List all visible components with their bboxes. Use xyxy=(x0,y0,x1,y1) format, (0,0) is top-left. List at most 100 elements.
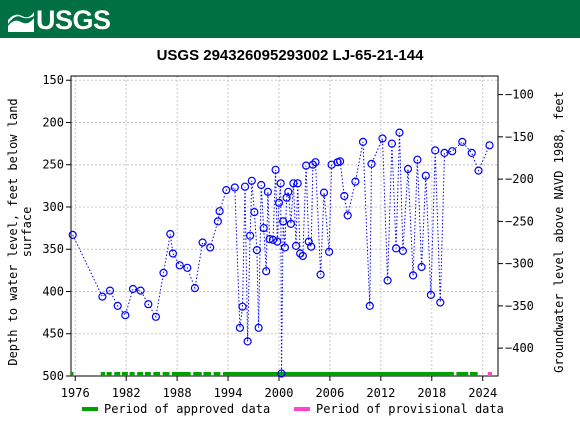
data-point xyxy=(128,284,138,294)
data-point xyxy=(485,141,494,150)
data-point xyxy=(395,128,404,137)
data-point xyxy=(336,157,345,166)
data-point xyxy=(307,242,316,251)
data-point xyxy=(293,179,302,188)
data-point xyxy=(265,235,274,244)
y-right-tick-label: −400 xyxy=(505,341,534,355)
data-point xyxy=(277,369,286,378)
y-left-tick-label: 250 xyxy=(42,158,64,172)
data-point xyxy=(311,158,320,167)
data-point xyxy=(230,183,239,192)
y-right-tick-label: −300 xyxy=(505,257,534,271)
grid xyxy=(71,76,498,377)
y-left-tick-label: 350 xyxy=(42,242,64,256)
data-point xyxy=(398,246,407,255)
usgs-logo-icon xyxy=(8,12,34,32)
legend-approved-label: Period of approved data xyxy=(104,402,270,416)
data-point xyxy=(206,243,215,252)
data-point xyxy=(392,244,401,253)
data-point xyxy=(448,147,457,156)
y-right-tick-label: −350 xyxy=(505,299,534,313)
data-point xyxy=(243,337,252,346)
data-point xyxy=(286,219,295,228)
data-point xyxy=(421,171,430,180)
data-point xyxy=(296,249,305,258)
legend-provisional-label: Period of provisional data xyxy=(316,402,504,416)
usgs-banner: USGS xyxy=(0,0,580,38)
series-line xyxy=(72,132,490,374)
data-point xyxy=(436,298,445,307)
data-point xyxy=(159,268,168,277)
data-point xyxy=(213,217,222,226)
data-series xyxy=(68,128,494,378)
y-axis-left-title-line-2: surface xyxy=(20,207,34,258)
data-point xyxy=(273,237,282,246)
y-left-tick-label: 200 xyxy=(42,115,64,129)
legend: Period of approved data Period of provis… xyxy=(82,402,504,416)
y-right-tick-label: −150 xyxy=(505,130,534,144)
data-point xyxy=(238,302,247,311)
data-point xyxy=(250,208,259,217)
y-left-tick-label: 450 xyxy=(42,327,64,341)
data-point xyxy=(325,247,334,256)
data-point xyxy=(291,241,301,250)
data-point xyxy=(276,179,285,188)
y-right-tick-label: −100 xyxy=(505,88,534,102)
data-point xyxy=(367,159,376,168)
data-point xyxy=(387,139,396,148)
data-point xyxy=(235,323,244,332)
data-point xyxy=(458,137,467,146)
data-point xyxy=(343,211,352,220)
data-point xyxy=(383,276,392,285)
data-point xyxy=(316,270,325,279)
data-point xyxy=(252,246,261,255)
data-point xyxy=(151,312,160,321)
x-tick-label: 1988 xyxy=(163,386,192,400)
chart-title: USGS 294326095293002 LJ-65-21-144 xyxy=(157,47,425,64)
data-point xyxy=(246,231,255,240)
x-tick-label: 2000 xyxy=(265,386,294,400)
data-point xyxy=(113,301,122,310)
data-point xyxy=(474,166,483,175)
chart: USGS 294326095293002 LJ-65-21-144 1976 19… xyxy=(6,47,566,416)
data-point xyxy=(365,301,374,310)
data-point xyxy=(340,191,349,201)
y-axis-right-title: Groundwater level above NAVD 1988, feet xyxy=(552,91,566,373)
data-point xyxy=(105,286,115,295)
x-tick-label: 2006 xyxy=(315,386,344,400)
y-left-tick-label: 300 xyxy=(42,200,64,214)
data-point xyxy=(215,207,224,216)
plot-frame xyxy=(70,75,499,377)
data-point xyxy=(198,238,207,247)
y-left-tick-label: 150 xyxy=(42,73,64,87)
data-point xyxy=(121,311,130,320)
y-right-tick-label: −200 xyxy=(505,172,534,186)
data-point xyxy=(358,137,368,146)
data-point xyxy=(68,230,77,239)
data-point xyxy=(319,188,329,197)
data-point xyxy=(403,164,413,174)
data-point xyxy=(426,290,435,299)
data-point xyxy=(308,160,317,169)
y-right-tick-label: −250 xyxy=(505,214,534,228)
data-point xyxy=(467,148,476,157)
y-axis-left-title-line-1: Depth to water level, feet below land xyxy=(6,98,20,365)
data-point xyxy=(378,134,387,143)
data-point xyxy=(279,217,288,226)
data-point xyxy=(289,179,298,188)
data-point xyxy=(282,193,291,202)
axes xyxy=(66,75,503,381)
data-point xyxy=(298,251,307,261)
data-point xyxy=(431,146,440,155)
data-point xyxy=(240,182,250,191)
data-point xyxy=(257,180,266,190)
data-point xyxy=(168,249,177,258)
data-point xyxy=(254,323,263,332)
x-tick-label: 1982 xyxy=(112,386,141,400)
data-point xyxy=(351,177,360,186)
x-tick-label: 2018 xyxy=(417,386,446,400)
data-point xyxy=(222,186,231,195)
data-point xyxy=(304,237,313,246)
data-point xyxy=(259,224,268,233)
data-point xyxy=(268,235,278,244)
